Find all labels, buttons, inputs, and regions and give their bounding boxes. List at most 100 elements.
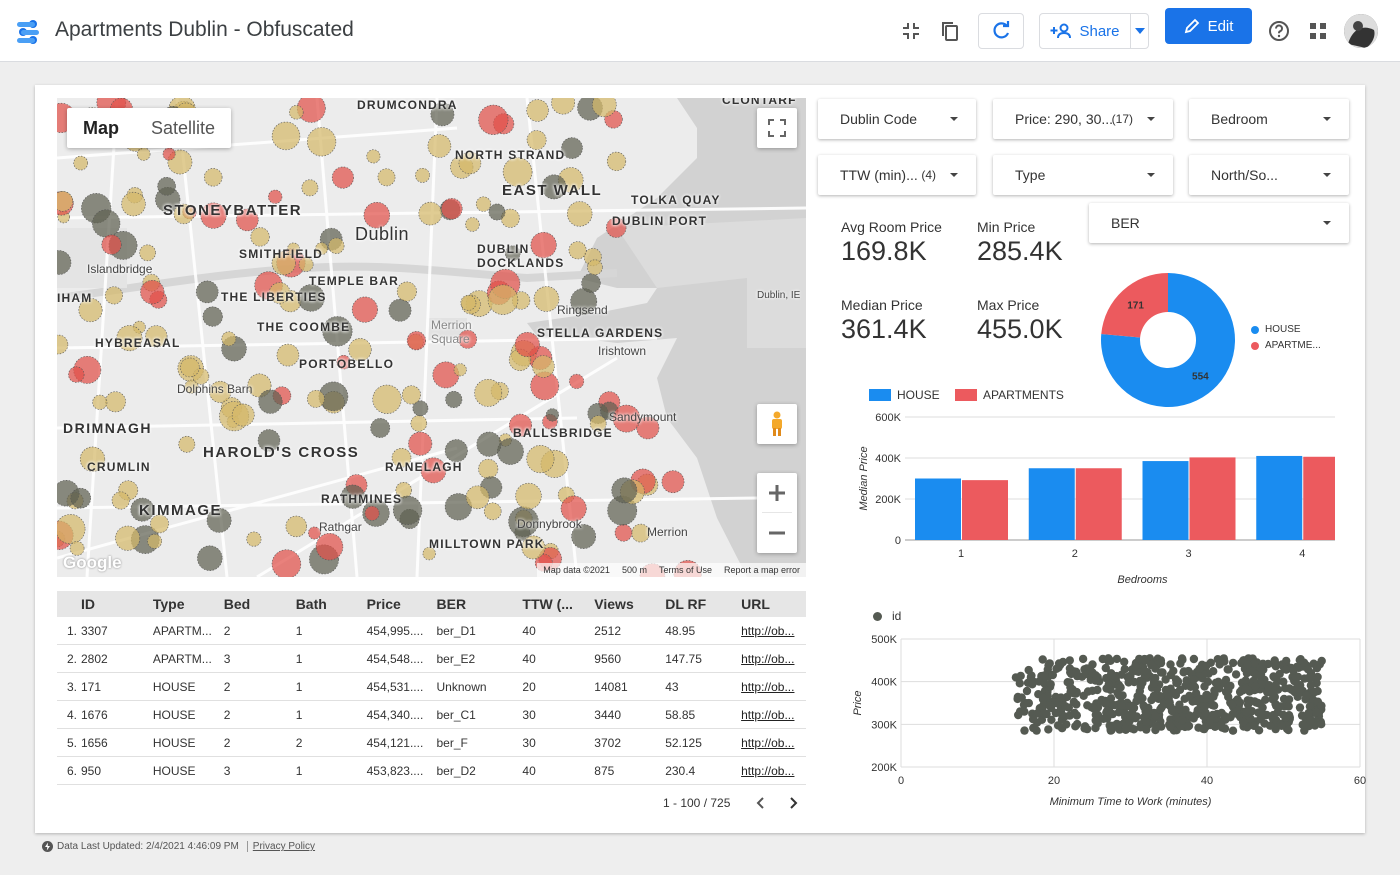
scatter-point[interactable]: [1284, 725, 1293, 735]
scatter-point[interactable]: [1281, 713, 1290, 722]
scatter-point[interactable]: [1065, 656, 1074, 665]
scatter-point[interactable]: [1258, 703, 1267, 712]
scatter-point[interactable]: [1268, 688, 1278, 697]
scatter-point[interactable]: [1039, 693, 1048, 703]
map-bubble[interactable]: [206, 507, 232, 533]
bar-mark[interactable]: [1256, 455, 1303, 540]
map-bubble[interactable]: [202, 306, 223, 327]
scatter-point[interactable]: [1083, 701, 1092, 710]
map-bubble[interactable]: [571, 524, 597, 549]
map-bubble[interactable]: [204, 168, 223, 187]
table-row[interactable]: 4. 1676 HOUSE 2 1 454,340.... ber_C1 30 3440 58.8…: [57, 701, 806, 729]
map-bubble[interactable]: [139, 244, 156, 262]
map-bubble[interactable]: [116, 325, 143, 352]
scatter-point[interactable]: [1142, 725, 1151, 734]
scatter-point[interactable]: [1238, 717, 1248, 727]
bar-mark[interactable]: [1075, 468, 1122, 540]
map-bubble[interactable]: [487, 284, 519, 315]
scatter-point[interactable]: [1017, 693, 1026, 702]
map-bubble[interactable]: [412, 400, 429, 417]
scatter-point[interactable]: [1217, 720, 1226, 730]
scatter-point[interactable]: [1178, 655, 1187, 664]
map-bubble[interactable]: [315, 242, 328, 255]
scatter-point[interactable]: [1043, 665, 1052, 674]
fullscreen-exit-icon[interactable]: [898, 18, 924, 44]
table-row[interactable]: 1. 3307 APARTM... 2 1 454,995.... ber_D1 40 2512…: [57, 617, 806, 645]
scatter-point[interactable]: [1132, 712, 1141, 721]
map-type-satellite-button[interactable]: Satellite: [151, 117, 216, 138]
zoom-in-button[interactable]: [762, 473, 792, 513]
scatter-point[interactable]: [1141, 656, 1150, 665]
bar-mark[interactable]: [1142, 461, 1189, 540]
map-bubble[interactable]: [391, 447, 412, 468]
scatter-point[interactable]: [1140, 666, 1149, 675]
scatter-point[interactable]: [1166, 722, 1175, 732]
map-bubble[interactable]: [92, 209, 121, 238]
scatter-point[interactable]: [1127, 701, 1136, 711]
scatter-point[interactable]: [1279, 677, 1288, 686]
map-bubble[interactable]: [541, 174, 567, 200]
map-bubble[interactable]: [406, 331, 427, 351]
scatter-point[interactable]: [1317, 720, 1326, 729]
map-bubble[interactable]: [474, 378, 503, 407]
map-bubble[interactable]: [444, 439, 468, 463]
scatter-point[interactable]: [1047, 715, 1056, 724]
map-bubble[interactable]: [287, 242, 300, 256]
map-bubble[interactable]: [57, 334, 69, 355]
scatter-point[interactable]: [1042, 709, 1051, 719]
map-bubble[interactable]: [195, 280, 219, 304]
col-header-url[interactable]: URL: [741, 596, 770, 612]
map-bubble[interactable]: [561, 137, 583, 159]
map-bubble[interactable]: [532, 355, 555, 378]
map-bubble[interactable]: [567, 201, 593, 227]
map-bubble[interactable]: [197, 545, 223, 571]
scatter-point[interactable]: [1312, 707, 1321, 717]
scatter-point[interactable]: [1249, 721, 1259, 730]
scatter-point[interactable]: [1131, 661, 1140, 671]
scatter-point[interactable]: [1305, 702, 1315, 711]
scatter-point[interactable]: [1312, 662, 1321, 671]
scatter-point[interactable]: [1306, 716, 1315, 725]
scatter-point[interactable]: [1287, 685, 1297, 695]
donut-slice[interactable]: [1101, 273, 1235, 407]
map-bubble[interactable]: [460, 294, 477, 311]
scatter-point[interactable]: [1169, 666, 1178, 676]
scatter-point[interactable]: [1172, 678, 1181, 688]
scatter-point[interactable]: [1295, 703, 1305, 712]
scatter-point[interactable]: [1147, 695, 1156, 705]
scatter-point[interactable]: [1269, 710, 1278, 720]
scatter-point[interactable]: [1156, 705, 1165, 714]
scatter-point[interactable]: [1243, 700, 1253, 709]
scatter-point[interactable]: [1224, 686, 1233, 695]
map-bubble[interactable]: [351, 296, 378, 323]
scatter-point[interactable]: [1207, 700, 1217, 710]
cell-url[interactable]: http://ob...: [741, 623, 795, 638]
scatter-point[interactable]: [1058, 657, 1068, 667]
street-view-pegman[interactable]: [757, 404, 797, 444]
cell-url[interactable]: http://ob...: [741, 735, 795, 750]
map-bubble[interactable]: [612, 404, 641, 433]
scatter-point[interactable]: [1214, 677, 1223, 686]
map-bubble[interactable]: [271, 251, 296, 276]
scatter-point[interactable]: [1052, 664, 1061, 673]
map-bubble[interactable]: [250, 227, 270, 247]
scatter-point[interactable]: [1289, 666, 1298, 675]
scatter-point[interactable]: [1020, 726, 1029, 735]
col-header-views[interactable]: Views: [594, 596, 634, 612]
scatter-point[interactable]: [1295, 655, 1304, 665]
map-bubble[interactable]: [115, 525, 141, 551]
map-bubble[interactable]: [592, 98, 617, 118]
scatter-point[interactable]: [1152, 722, 1161, 731]
map-bubble[interactable]: [465, 485, 490, 510]
scatter-point[interactable]: [1275, 669, 1284, 679]
map-bubble[interactable]: [258, 389, 283, 414]
scatter-point[interactable]: [1120, 657, 1129, 666]
col-header-price[interactable]: Price: [366, 596, 401, 612]
scatter-point[interactable]: [1045, 701, 1054, 710]
map-bubble[interactable]: [410, 415, 428, 432]
scatter-point[interactable]: [1271, 662, 1281, 671]
filter-type[interactable]: Type: [993, 155, 1173, 195]
help-icon[interactable]: [1266, 18, 1292, 44]
map-bubble[interactable]: [515, 482, 542, 510]
map-bubble[interactable]: [140, 280, 165, 305]
